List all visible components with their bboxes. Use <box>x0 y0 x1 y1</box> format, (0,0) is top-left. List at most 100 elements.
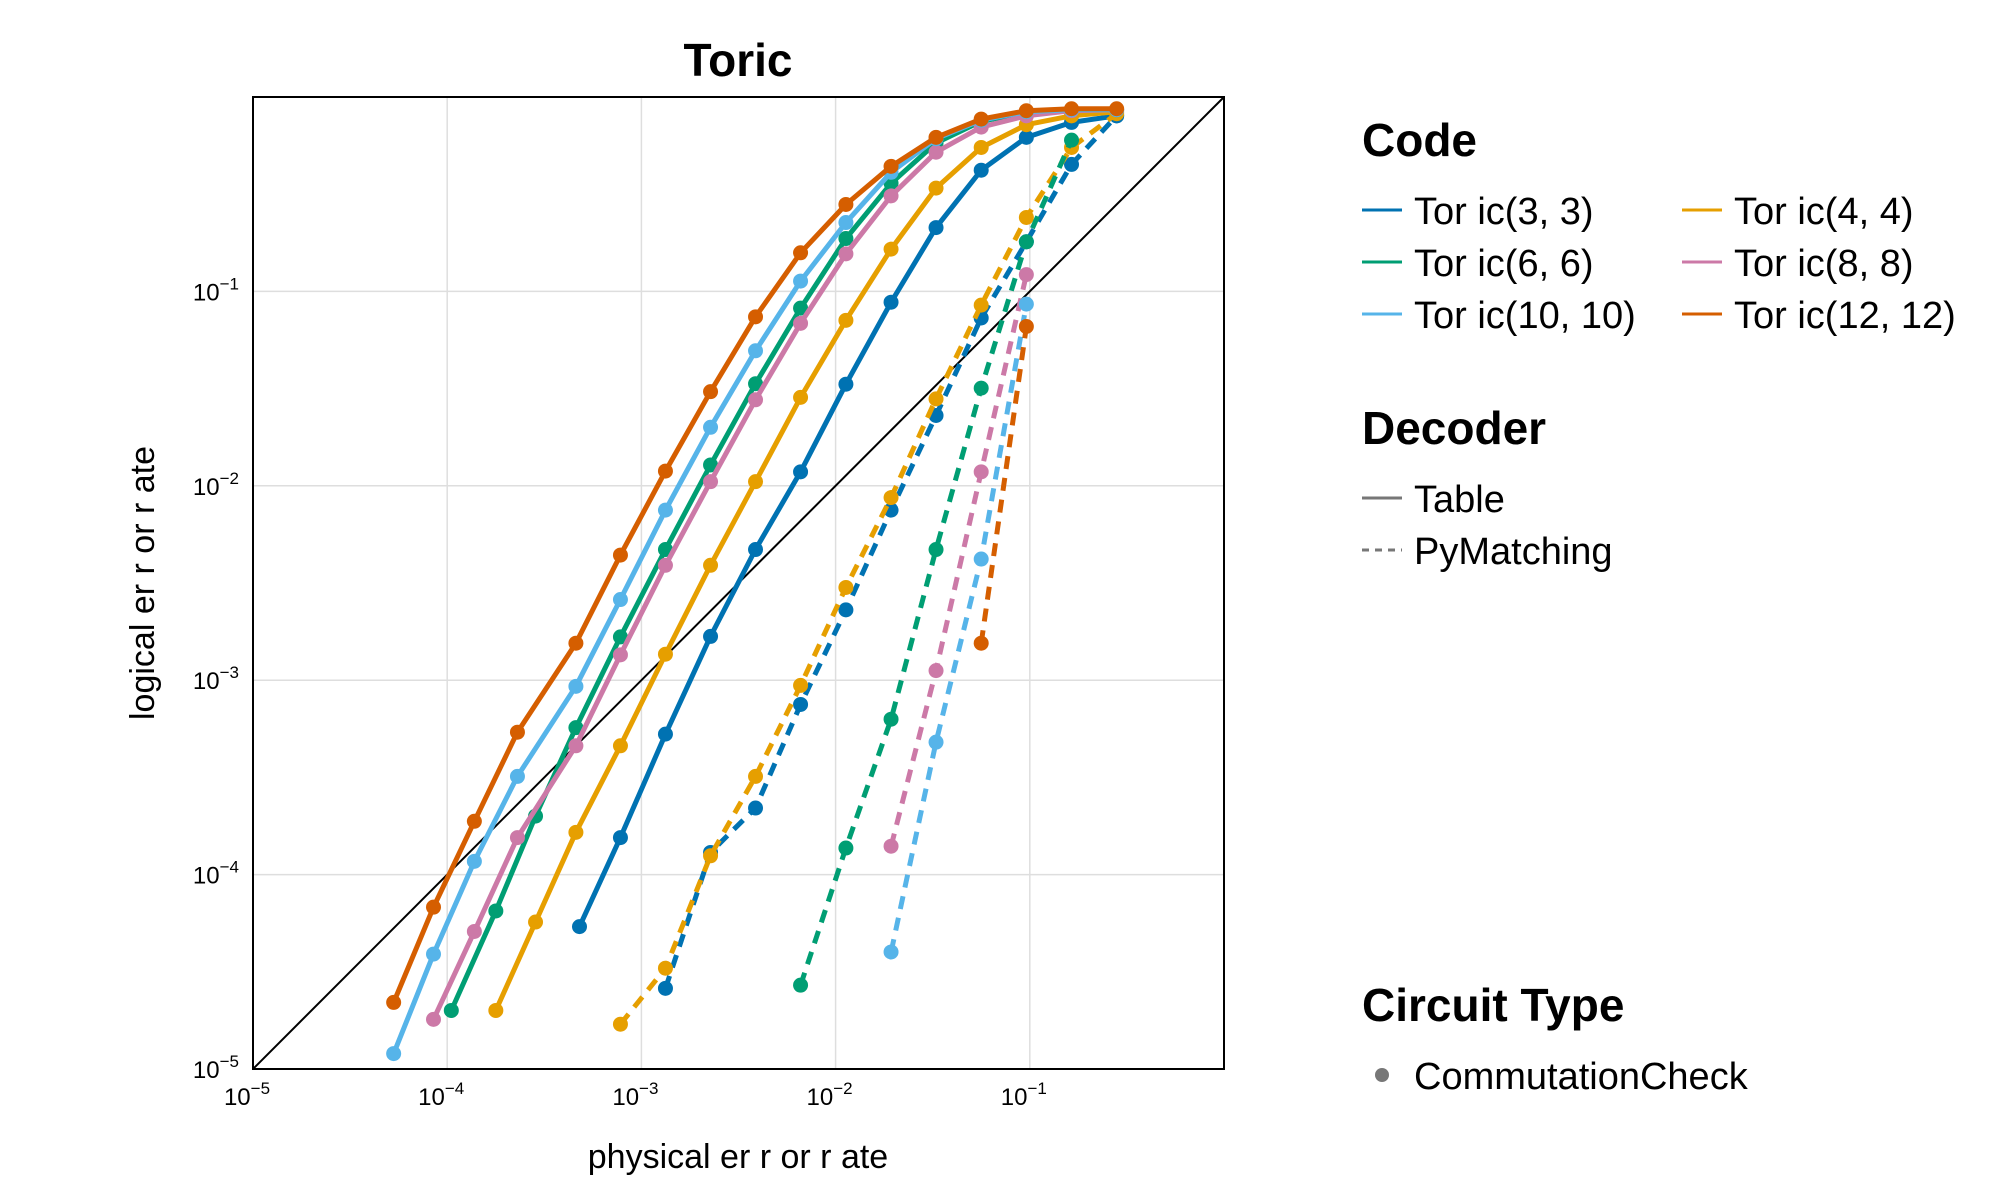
data-point <box>748 343 764 359</box>
data-point <box>509 724 525 740</box>
data-point <box>612 547 628 563</box>
data-point <box>703 628 719 644</box>
data-point <box>973 162 989 178</box>
data-point <box>703 557 719 573</box>
data-point <box>425 946 441 962</box>
data-point <box>793 696 809 712</box>
series-line <box>431 107 1117 1021</box>
data-point <box>838 215 854 231</box>
data-point <box>612 1016 628 1032</box>
series-line <box>888 303 1029 953</box>
legend-label: Tor ic(4, 4) <box>1734 191 1913 233</box>
data-point <box>528 914 544 930</box>
data-point <box>793 464 809 480</box>
legend-label: Table <box>1414 479 1505 521</box>
data-point <box>1018 267 1034 283</box>
data-point <box>838 196 854 212</box>
data-point <box>748 376 764 392</box>
data-point <box>838 840 854 856</box>
series-line <box>798 139 1074 986</box>
data-point <box>703 384 719 400</box>
data-point <box>838 246 854 262</box>
chart-title: Toric <box>683 34 792 86</box>
data-point <box>612 647 628 663</box>
data-point <box>928 144 944 160</box>
series-tor-ic-8-8-pymatching <box>883 267 1034 854</box>
data-point <box>883 188 899 204</box>
data-point <box>466 853 482 869</box>
data-point <box>883 294 899 310</box>
legend-label: CommutationCheck <box>1414 1056 1749 1098</box>
data-point <box>928 542 944 558</box>
data-point <box>703 457 719 473</box>
series-tor-ic-3-3-table <box>571 108 1125 935</box>
data-point <box>928 663 944 679</box>
series-line <box>888 274 1029 847</box>
data-point <box>883 711 899 727</box>
data-point <box>1018 296 1034 312</box>
data-point <box>1018 129 1034 145</box>
data-point <box>657 980 673 996</box>
legend-title-circuit-type: Circuit Type <box>1362 979 1624 1031</box>
data-point <box>466 813 482 829</box>
data-point <box>973 380 989 396</box>
data-point <box>793 273 809 289</box>
y-tick-label: 10−5 <box>193 1052 239 1084</box>
legend: Code Tor ic(3, 3) Tor ic(4, 4) Tor ic(6, 6)… <box>1362 114 1956 1098</box>
data-point <box>973 297 989 313</box>
legend-title-code: Code <box>1362 114 1477 166</box>
data-point <box>928 734 944 750</box>
data-point <box>973 111 989 127</box>
legend-label: PyMatching <box>1414 531 1613 573</box>
data-point <box>703 419 719 435</box>
y-axis-title: logical er r or r ate <box>124 446 162 720</box>
data-point <box>612 629 628 645</box>
legend-label: Tor ic(12, 12) <box>1734 295 1956 337</box>
data-point <box>838 579 854 595</box>
data-point <box>657 502 673 518</box>
axis-ticks: 10−5 10−4 10−3 10−2 10−1 10−5 10−4 10−3 10−2 10−1 <box>193 274 1047 1111</box>
data-point <box>1109 101 1125 117</box>
data-point <box>443 1002 459 1018</box>
y-tick-label: 10−2 <box>193 469 239 501</box>
data-point <box>425 1011 441 1027</box>
series-line <box>618 111 1119 1026</box>
data-point <box>657 557 673 573</box>
data-point <box>838 602 854 618</box>
data-point <box>509 768 525 784</box>
data-point <box>657 726 673 742</box>
legend-label: Tor ic(3, 3) <box>1414 191 1593 233</box>
series-tor-ic-12-12-table <box>386 101 1125 1010</box>
data-point <box>748 768 764 784</box>
data-point <box>973 139 989 155</box>
data-point <box>928 129 944 145</box>
data-point <box>793 977 809 993</box>
data-point <box>793 677 809 693</box>
y-tick-label: 10−1 <box>193 274 239 306</box>
legend-label: Tor ic(10, 10) <box>1414 295 1636 337</box>
data-point <box>425 899 441 915</box>
data-point <box>612 738 628 754</box>
data-point <box>883 838 899 854</box>
data-point <box>568 678 584 694</box>
data-point <box>748 474 764 490</box>
data-point <box>568 824 584 840</box>
data-point <box>386 1046 402 1062</box>
data-point <box>612 830 628 846</box>
data-point <box>838 231 854 247</box>
data-point <box>568 738 584 754</box>
data-point <box>612 592 628 608</box>
y-tick-label: 10−3 <box>193 663 239 695</box>
legend-title-decoder: Decoder <box>1362 402 1546 454</box>
data-point <box>488 903 504 919</box>
data-point <box>386 994 402 1010</box>
data-point <box>748 800 764 816</box>
series-tor-ic-12-12-pymatching <box>973 318 1034 651</box>
data-point <box>928 220 944 236</box>
data-point <box>657 960 673 976</box>
data-point <box>1064 156 1080 172</box>
data-point <box>571 919 587 935</box>
data-point <box>748 392 764 408</box>
series-line <box>449 107 1117 1012</box>
